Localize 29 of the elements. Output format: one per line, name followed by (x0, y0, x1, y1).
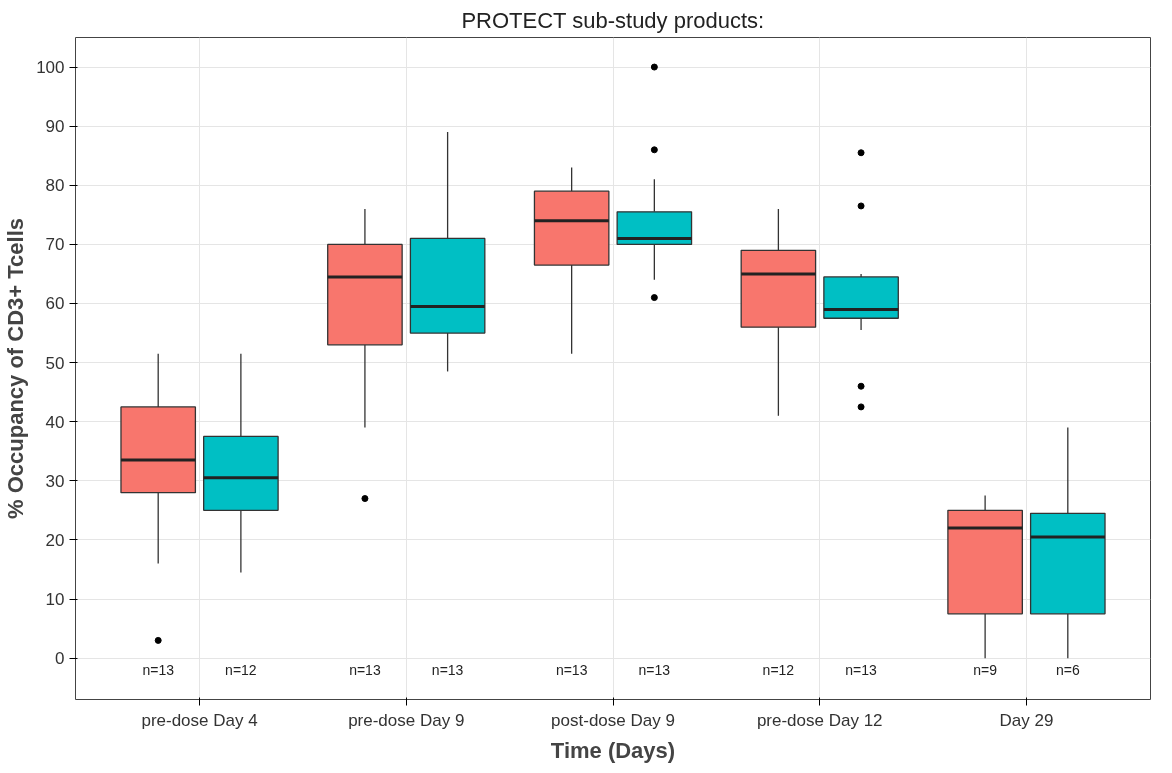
y-tick-label: 0 (55, 649, 65, 669)
y-tick-label: 90 (45, 117, 65, 137)
x-tick-label: pre-dose Day 12 (756, 710, 883, 730)
text: n=12 (225, 661, 257, 678)
text: n=13 (142, 661, 174, 678)
y-tick-label: 40 (45, 412, 65, 432)
y-tick-label: 100 (36, 58, 65, 78)
x-tick-label: pre-dose Day 9 (348, 710, 465, 730)
legend-title: PROTECT sub-study products: (461, 7, 765, 33)
y-tick-label: 60 (45, 294, 65, 314)
y-tick-label: 20 (45, 530, 65, 550)
text: n=13 (845, 661, 877, 678)
text: n=13 (638, 661, 671, 678)
y-tick-label: 70 (45, 235, 65, 255)
text: n=13 (349, 661, 381, 678)
x-axis-title: Time (Days) (550, 737, 676, 763)
text: n=6 (1055, 661, 1080, 678)
x-tick-label: post-dose Day 9 (551, 710, 675, 730)
y-tick-label: 10 (45, 590, 65, 610)
text: n=9 (973, 661, 997, 678)
text: n=13 (555, 661, 588, 678)
y-tick-label: 50 (45, 353, 65, 373)
x-tick-label: pre-dose Day 4 (141, 710, 258, 730)
text: n=12 (762, 661, 795, 678)
y-tick-label: 30 (45, 471, 65, 491)
y-tick-label: 80 (45, 176, 65, 196)
text: n=13 (431, 661, 464, 678)
y-axis-title: % Occupancy of CD3+ Tcells (3, 218, 29, 519)
x-tick-label: Day 29 (999, 710, 1054, 730)
